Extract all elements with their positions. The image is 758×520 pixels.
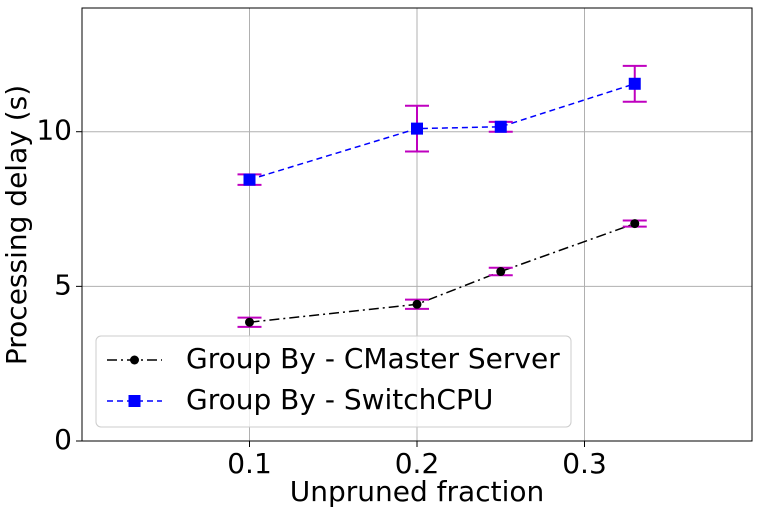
y-tick-label: 10 bbox=[36, 114, 72, 147]
legend-label: Group By - CMaster Server bbox=[186, 342, 560, 375]
series-line bbox=[249, 222, 636, 323]
y-axis-label: Processing delay (s) bbox=[0, 85, 33, 365]
legend-box bbox=[95, 335, 572, 428]
marker bbox=[496, 267, 506, 277]
y-tick-label: 5 bbox=[54, 268, 72, 301]
legend-marker bbox=[128, 395, 141, 407]
marker bbox=[630, 219, 640, 229]
x-tick-label: 0.1 bbox=[227, 447, 272, 480]
x-tick-label: 0.2 bbox=[395, 447, 440, 480]
x-axis-label: Unpruned fraction bbox=[290, 475, 544, 508]
marker bbox=[411, 122, 423, 135]
legend-marker bbox=[130, 355, 139, 365]
legend-label: Group By - SwitchCPU bbox=[186, 383, 493, 416]
marker bbox=[628, 77, 641, 90]
x-tick-label: 0.3 bbox=[562, 447, 607, 480]
marker bbox=[412, 299, 422, 309]
marker bbox=[494, 120, 507, 133]
marker bbox=[245, 317, 254, 327]
marker bbox=[243, 173, 256, 186]
plot-frame bbox=[81, 7, 753, 442]
y-tick-label: 0 bbox=[54, 423, 72, 456]
